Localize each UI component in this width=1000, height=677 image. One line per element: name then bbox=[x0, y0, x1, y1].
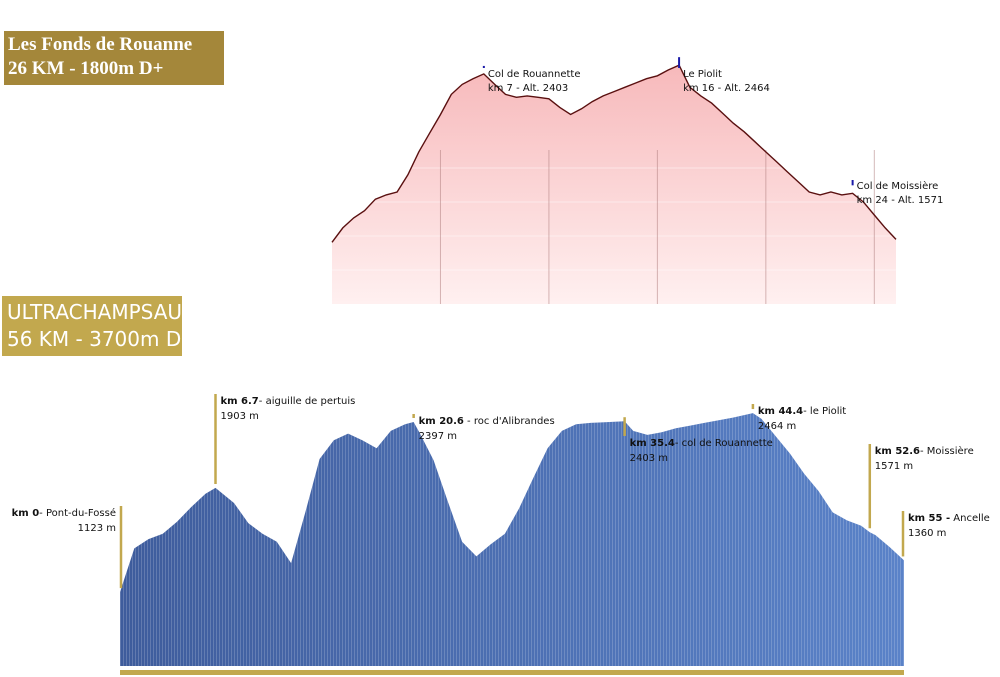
chart2-annotation-name: - col de Rouannette bbox=[675, 438, 773, 449]
chart1-profile: Col de Rouannette km 7 - Alt. 2403 Le Piol… bbox=[331, 57, 944, 304]
chart1-annotation-detail: km 7 - Alt. 2403 bbox=[488, 83, 568, 94]
chart2-annotation-name: - Moissière bbox=[920, 445, 974, 457]
chart1-annotation-detail: km 16 - Alt. 2464 bbox=[683, 83, 770, 94]
chart2-annotation-alt: 2397 m bbox=[419, 431, 457, 442]
chart1-title-line1: Les Fonds de Rouanne bbox=[8, 34, 193, 55]
chart2-annotation-alt: 1360 m bbox=[908, 528, 946, 539]
chart2-area-stripes bbox=[120, 413, 904, 666]
chart2-annotation-alt: 1903 m bbox=[221, 411, 259, 422]
chart1-title-line2: 26 KM - 1800m D+ bbox=[8, 58, 164, 79]
chart1-area bbox=[332, 65, 896, 304]
chart2-annotation-label: km 44.4- le Piolit bbox=[758, 406, 846, 417]
chart2-annotation-label: km 0- Pont-du-Fossé bbox=[12, 507, 116, 519]
chart1-line bbox=[331, 64, 897, 243]
chart2-baseline bbox=[120, 670, 904, 675]
chart2-annotation-alt: 1571 m bbox=[875, 461, 913, 472]
chart2-annotation-km: km 6.7 bbox=[221, 396, 259, 407]
chart2-annotation-km: km 20.6 bbox=[419, 416, 464, 427]
chart2-annotation-name: Ancelle bbox=[950, 513, 990, 524]
chart2-annotation-name: - aiguille de pertuis bbox=[259, 396, 356, 407]
chart2-annotation-alt: 2464 m bbox=[758, 421, 796, 432]
chart2-title-line2: 56 KM - 3700m D+ bbox=[7, 327, 199, 351]
chart2-annotation-km: km 35.4 bbox=[630, 438, 675, 449]
chart2-title-line1: ULTRACHAMPSAUR bbox=[7, 300, 196, 324]
chart2-annotation-km: km 52.6 bbox=[875, 446, 920, 457]
chart2-title: ULTRACHAMPSAUR 56 KM - 3700m D+ bbox=[2, 296, 199, 356]
chart2-annotation-label: km 55 - Ancelle bbox=[908, 513, 990, 524]
chart2-annotation-label: km 20.6 - roc d'Alibrandes bbox=[419, 416, 555, 427]
chart2-annotation-alt: 1123 m bbox=[78, 523, 116, 534]
chart2-annotation-km: km 0 bbox=[12, 508, 40, 519]
chart1-title: Les Fonds de Rouanne 26 KM - 1800m D+ bbox=[4, 31, 224, 85]
chart2-annotation-label: km 35.4- col de Rouannette bbox=[630, 438, 773, 449]
chart1-annotation-name: Col de Rouannette bbox=[488, 69, 581, 80]
chart2-profile: km 0- Pont-du-Fossé 1123 m km 6.7- aiguill… bbox=[12, 394, 990, 675]
chart2-annotation-km: km 55 - bbox=[908, 513, 950, 524]
chart2-annotation-name: - le Piolit bbox=[803, 406, 846, 417]
chart2-annotation-alt: 2403 m bbox=[630, 453, 668, 464]
chart1-annotation-name: Le Piolit bbox=[683, 69, 722, 80]
chart2-annotation-name: - Pont-du-Fossé bbox=[39, 507, 116, 519]
chart2-annotation-label: km 6.7- aiguille de pertuis bbox=[221, 396, 356, 407]
chart2-annotation-label: km 52.6- Moissière bbox=[875, 445, 974, 457]
chart2-annotation-km: km 44.4 bbox=[758, 406, 803, 417]
chart2-annotation-name: - roc d'Alibrandes bbox=[464, 416, 555, 427]
chart1-annotation-detail: km 24 - Alt. 1571 bbox=[857, 195, 944, 206]
chart1-annotation-name: Col de Moissière bbox=[857, 180, 939, 192]
